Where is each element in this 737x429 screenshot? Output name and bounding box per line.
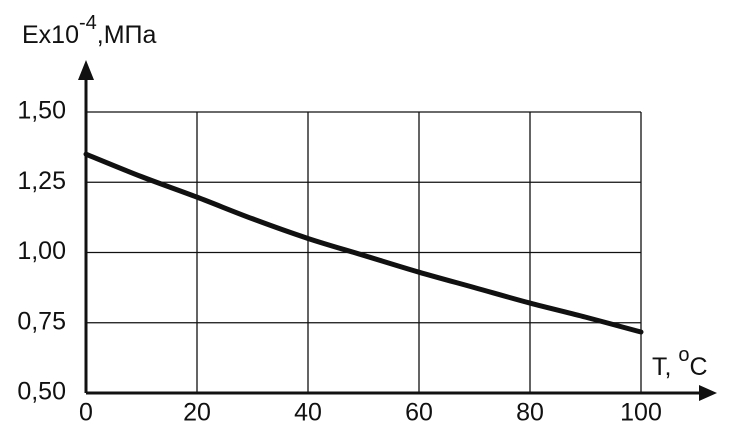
data-line [83,151,644,335]
y-tick-label: 1,00 [17,237,66,265]
x-axis-arrow [699,385,717,401]
y-title-exponent: -4 [79,12,97,34]
x-title-unit: C [690,353,708,381]
x-tick-label: 40 [294,399,322,427]
x-title-exponent: o [678,344,689,366]
x-tick-label: 20 [183,399,211,427]
x-title-base: T, [652,353,678,381]
x-tick-label: 100 [620,399,662,427]
y-title-unit: ,МПа [97,21,157,49]
x-tick-label: 60 [405,399,433,427]
y-tick-label: 0,50 [17,378,66,406]
x-tick-label: 80 [516,399,544,427]
y-axis-title: Ex10-4,МПа [22,12,157,48]
x-tick-label: 0 [79,399,93,427]
y-axis-arrow [78,60,94,80]
y-tick-label: 1,25 [17,167,66,195]
y-tick-label: 1,50 [17,97,66,125]
x-axis-title: T, oC [652,344,708,380]
y-tick-label: 0,75 [17,307,66,335]
y-title-base: Ex10 [22,21,79,49]
